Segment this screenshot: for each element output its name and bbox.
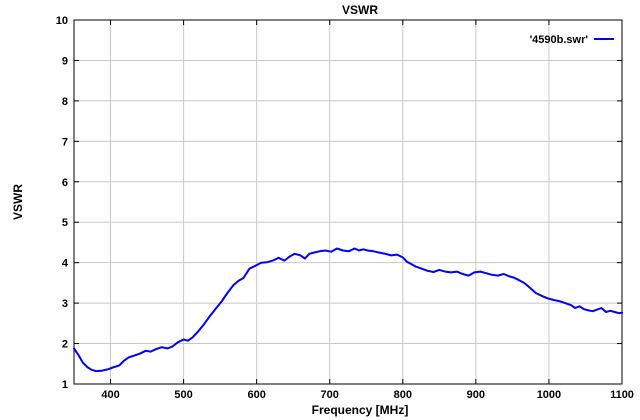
y-tick-label: 9 [62, 55, 68, 67]
axis-ticks [74, 19, 623, 385]
x-tick-label: 800 [394, 389, 412, 401]
y-tick-label: 4 [62, 258, 69, 270]
y-tick-label: 10 [56, 15, 68, 27]
x-tick-label: 900 [467, 389, 485, 401]
y-tick-label: 5 [62, 217, 68, 229]
y-axis-label: VSWR [11, 184, 25, 220]
grid [74, 20, 622, 384]
x-tick-label: 500 [174, 389, 192, 401]
x-tick-label: 1100 [610, 389, 634, 401]
y-tick-label: 3 [62, 298, 68, 310]
x-tick-label: 600 [247, 389, 265, 401]
series-layer [73, 247, 623, 373]
legend-entry-label: '4590b.swr' [530, 34, 589, 46]
y-tick-label: 7 [62, 136, 68, 148]
series-line-vswr [73, 247, 623, 373]
y-tick-label: 2 [62, 339, 68, 351]
y-tick-label: 1 [62, 379, 68, 391]
x-axis-label: Frequency [MHz] [312, 403, 409, 417]
legend: '4590b.swr' [530, 34, 614, 46]
chart-title: VSWR [342, 3, 378, 17]
tick-labels: 400 500 600 700 800 900 1000 1100 1 2 3 4 5 6 7 8 9 10 [56, 15, 634, 401]
y-tick-label: 8 [62, 96, 68, 108]
y-tick-label: 6 [62, 177, 68, 189]
x-tick-label: 700 [321, 389, 339, 401]
x-tick-label: 1000 [537, 389, 561, 401]
plot-frame [73, 19, 623, 385]
x-tick-label: 400 [101, 389, 119, 401]
